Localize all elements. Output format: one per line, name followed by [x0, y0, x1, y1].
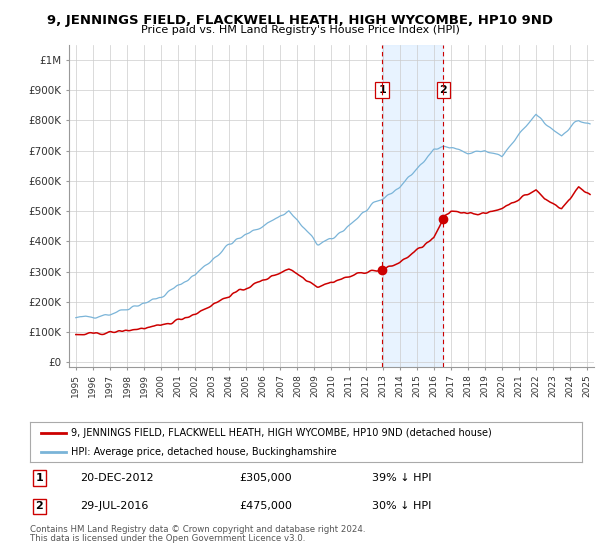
Text: Contains HM Land Registry data © Crown copyright and database right 2024.: Contains HM Land Registry data © Crown c… [30, 525, 365, 534]
Text: £305,000: £305,000 [240, 473, 292, 483]
Text: 1: 1 [35, 473, 43, 483]
Text: 29-JUL-2016: 29-JUL-2016 [80, 501, 148, 511]
Text: 9, JENNINGS FIELD, FLACKWELL HEATH, HIGH WYCOMBE, HP10 9ND: 9, JENNINGS FIELD, FLACKWELL HEATH, HIGH… [47, 14, 553, 27]
Text: 2: 2 [35, 501, 43, 511]
Text: This data is licensed under the Open Government Licence v3.0.: This data is licensed under the Open Gov… [30, 534, 305, 543]
Text: 20-DEC-2012: 20-DEC-2012 [80, 473, 154, 483]
Bar [382, 45, 443, 367]
Text: 39% ↓ HPI: 39% ↓ HPI [372, 473, 432, 483]
Text: 2: 2 [440, 85, 448, 95]
Text: 1: 1 [378, 85, 386, 95]
Text: HPI: Average price, detached house, Buckinghamshire: HPI: Average price, detached house, Buck… [71, 447, 337, 457]
Text: £475,000: £475,000 [240, 501, 293, 511]
Text: 9, JENNINGS FIELD, FLACKWELL HEATH, HIGH WYCOMBE, HP10 9ND (detached house): 9, JENNINGS FIELD, FLACKWELL HEATH, HIGH… [71, 428, 492, 437]
Text: Price paid vs. HM Land Registry's House Price Index (HPI): Price paid vs. HM Land Registry's House … [140, 25, 460, 35]
Text: 30% ↓ HPI: 30% ↓ HPI [372, 501, 431, 511]
